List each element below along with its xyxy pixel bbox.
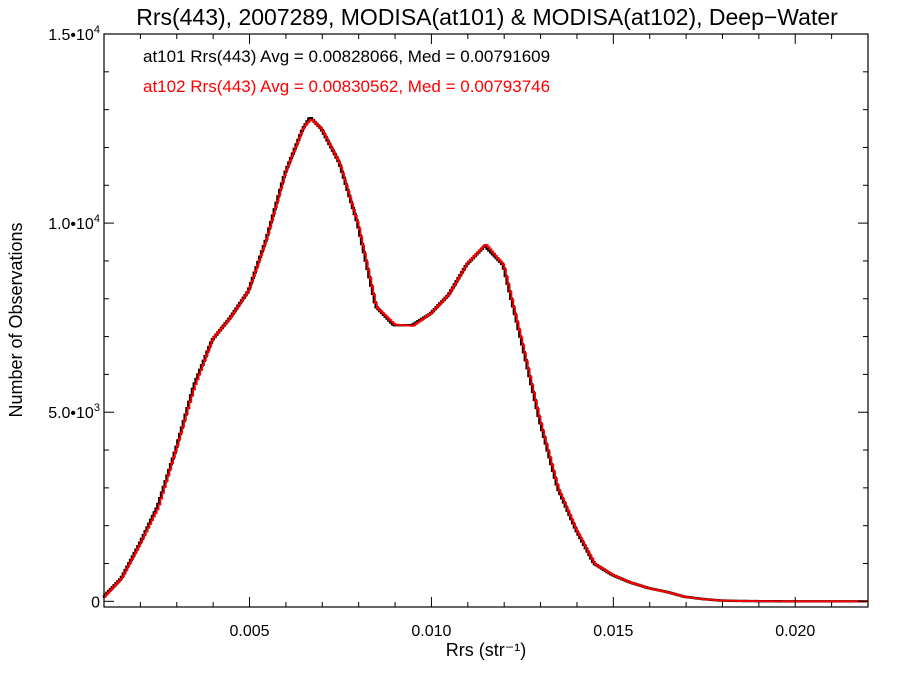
x-tick-label: 0.010: [411, 623, 451, 640]
x-tick-label: 0.015: [593, 623, 633, 640]
plot-frame: [103, 33, 869, 608]
legend-entry-at102: at102 Rrs(443) Avg = 0.00830562, Med = 0…: [143, 77, 550, 96]
y-tick-label: 0: [91, 594, 100, 611]
y-tick-label: 1.5•104: [48, 24, 100, 44]
legend-entry-at101: at101 Rrs(443) Avg = 0.00828066, Med = 0…: [143, 47, 550, 66]
y-tick-label: 5.0•103: [48, 402, 100, 422]
y-tick-label: 1.0•104: [48, 213, 100, 233]
x-tick-label: 0.020: [775, 623, 815, 640]
series-layer: [102, 116, 868, 603]
axis-ticks: 0.005 0.010 0.015 0.020 0 5.0•103 1.0•104 1.5•1…: [48, 24, 868, 640]
series-line-at102: [104, 119, 868, 603]
y-axis-label: Number of Observations: [6, 222, 26, 417]
chart-title: Rrs(443), 2007289, MODISA(at101) & MODIS…: [136, 4, 838, 30]
x-axis-label: Rrs (str⁻¹): [446, 640, 526, 660]
x-tick-label: 0.005: [230, 623, 270, 640]
